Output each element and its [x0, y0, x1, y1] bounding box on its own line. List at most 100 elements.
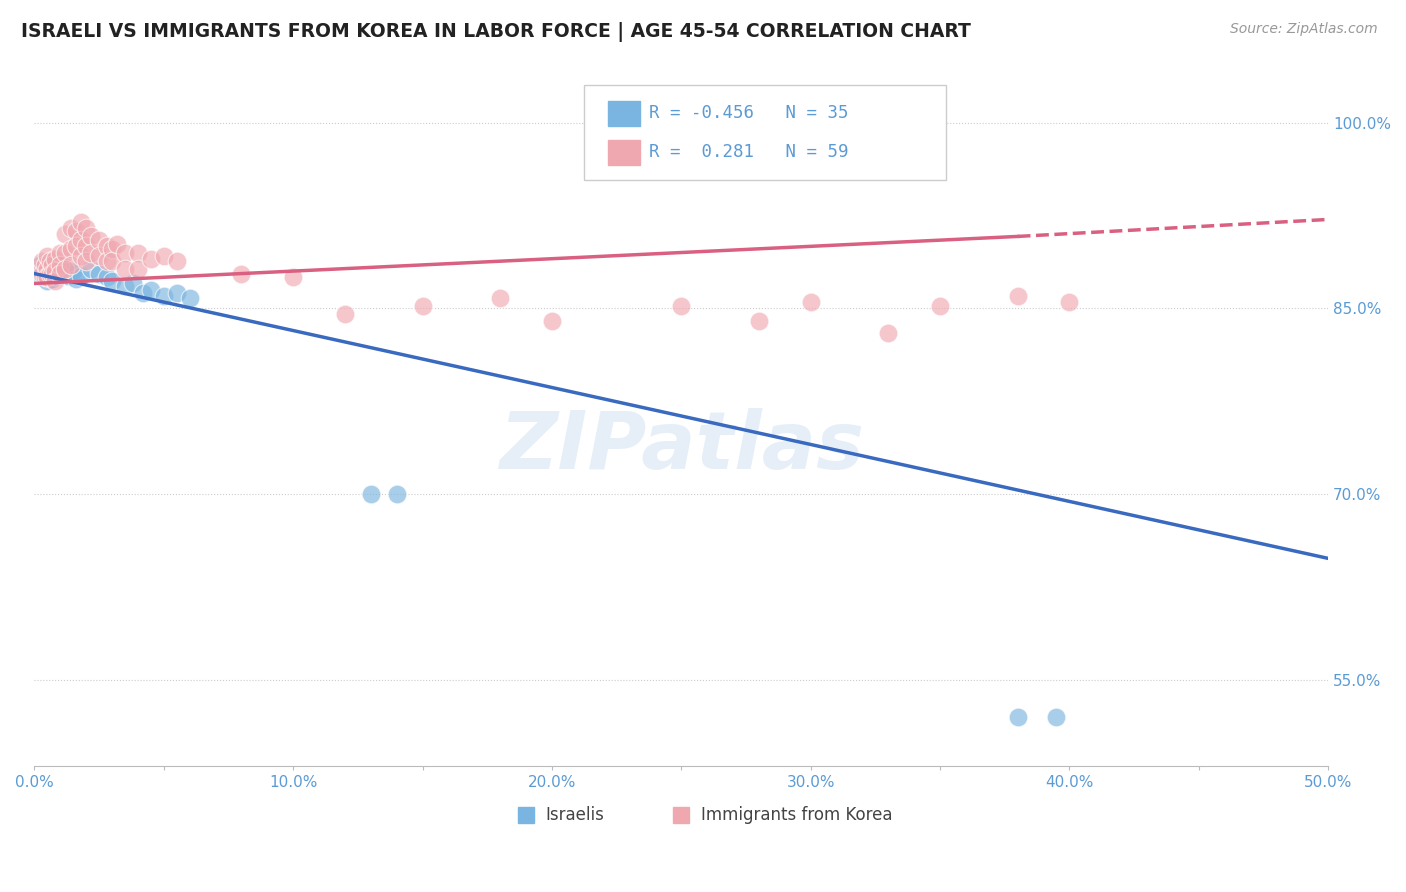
- Point: [31, 267, 53, 281]
- Point: [44, 264, 66, 278]
- Point: [31, 264, 53, 278]
- Point: [34, 270, 56, 285]
- Text: R =  0.281   N = 59: R = 0.281 N = 59: [650, 143, 848, 161]
- Bar: [607, 101, 640, 126]
- Point: [46, 267, 69, 281]
- Point: [62, 264, 84, 278]
- Point: [55, 227, 77, 241]
- Point: [231, 267, 253, 281]
- Point: [101, 254, 124, 268]
- Point: [541, 313, 564, 327]
- Point: [38, 258, 60, 272]
- Point: [877, 326, 900, 340]
- Point: [49, 267, 72, 281]
- Point: [80, 245, 103, 260]
- Bar: [607, 139, 640, 164]
- Point: [55, 261, 77, 276]
- Point: [75, 220, 97, 235]
- Point: [44, 268, 66, 283]
- Text: Immigrants from Korea: Immigrants from Korea: [700, 806, 893, 824]
- Point: [114, 261, 136, 276]
- Point: [87, 233, 110, 247]
- Point: [75, 254, 97, 268]
- Point: [41, 271, 63, 285]
- Point: [101, 274, 124, 288]
- Point: [49, 258, 72, 272]
- Point: [34, 258, 56, 272]
- Point: [34, 261, 56, 276]
- Point: [65, 271, 87, 285]
- Point: [49, 245, 72, 260]
- Point: [38, 268, 60, 283]
- Point: [59, 242, 82, 256]
- Point: [127, 245, 149, 260]
- Point: [41, 264, 63, 278]
- Point: [55, 261, 77, 276]
- Point: [44, 274, 66, 288]
- Point: [65, 225, 87, 239]
- Point: [80, 229, 103, 244]
- Point: [49, 258, 72, 272]
- Point: [41, 267, 63, 281]
- Point: [1007, 289, 1029, 303]
- Point: [1007, 710, 1029, 724]
- Point: [65, 239, 87, 253]
- Point: [412, 299, 434, 313]
- Point: [152, 289, 174, 303]
- Point: [385, 487, 408, 501]
- Point: [49, 267, 72, 281]
- Point: [52, 264, 75, 278]
- Point: [671, 299, 693, 313]
- Point: [929, 299, 952, 313]
- Point: [55, 245, 77, 260]
- Point: [139, 252, 162, 266]
- Point: [75, 239, 97, 253]
- Point: [800, 295, 823, 310]
- Point: [28, 258, 51, 272]
- Point: [70, 233, 93, 247]
- Text: ISRAELI VS IMMIGRANTS FROM KOREA IN LABOR FORCE | AGE 45-54 CORRELATION CHART: ISRAELI VS IMMIGRANTS FROM KOREA IN LABO…: [21, 22, 972, 42]
- Point: [114, 245, 136, 260]
- Point: [70, 249, 93, 263]
- Point: [37, 274, 59, 288]
- Point: [28, 261, 51, 276]
- Point: [114, 279, 136, 293]
- Point: [105, 236, 128, 251]
- Point: [96, 254, 118, 268]
- Point: [748, 313, 770, 327]
- Text: Israelis: Israelis: [546, 806, 605, 824]
- Point: [37, 261, 59, 276]
- Point: [80, 261, 103, 276]
- Point: [127, 261, 149, 276]
- FancyBboxPatch shape: [585, 85, 946, 180]
- Point: [70, 268, 93, 283]
- Point: [281, 270, 304, 285]
- Point: [37, 249, 59, 263]
- Point: [31, 254, 53, 268]
- Text: R = -0.456   N = 35: R = -0.456 N = 35: [650, 104, 848, 122]
- Point: [87, 267, 110, 281]
- Point: [59, 258, 82, 272]
- Point: [139, 283, 162, 297]
- Point: [152, 249, 174, 263]
- Point: [1045, 710, 1067, 724]
- Point: [101, 242, 124, 256]
- Point: [44, 261, 66, 276]
- Point: [132, 286, 155, 301]
- Point: [41, 258, 63, 272]
- Point: [489, 291, 512, 305]
- Point: [121, 277, 143, 291]
- Text: ZIPatlas: ZIPatlas: [499, 409, 863, 486]
- Point: [37, 270, 59, 285]
- Point: [166, 254, 188, 268]
- Point: [59, 267, 82, 281]
- Point: [333, 308, 356, 322]
- Point: [179, 291, 201, 305]
- Point: [96, 239, 118, 253]
- Point: [31, 270, 53, 285]
- Point: [166, 286, 188, 301]
- Point: [38, 267, 60, 281]
- Point: [96, 270, 118, 285]
- Point: [37, 267, 59, 281]
- Point: [38, 254, 60, 268]
